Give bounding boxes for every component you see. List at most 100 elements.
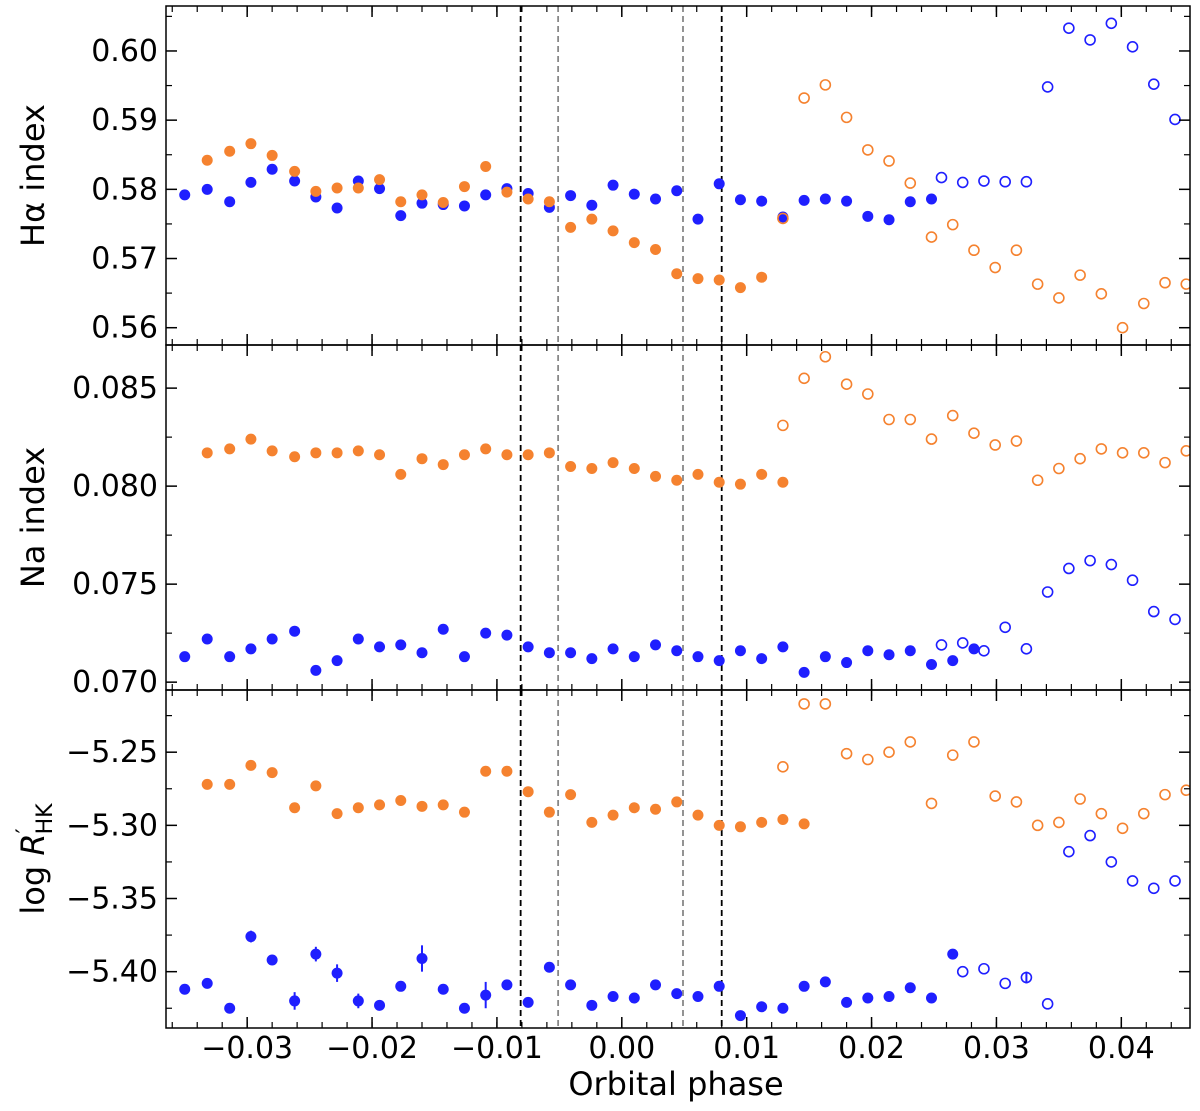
- data-point-blue-filled: [416, 197, 428, 209]
- data-point-orange-filled: [777, 813, 789, 825]
- data-point-blue-filled: [352, 633, 364, 645]
- data-point-orange-open: [1095, 288, 1108, 300]
- data-point-orange-open: [777, 212, 789, 225]
- data-point-orange-open: [989, 261, 1001, 274]
- data-point-orange-filled: [266, 767, 278, 779]
- data-point-orange-open: [904, 736, 917, 748]
- data-point-blue-open: [978, 644, 990, 657]
- y-tick-label: 0.085: [72, 371, 158, 406]
- data-point-orange-filled: [713, 819, 725, 831]
- data-point-blue-filled: [586, 199, 598, 211]
- data-point-orange-open: [925, 797, 938, 810]
- data-point-blue-open: [1041, 998, 1054, 1010]
- data-point-orange-filled: [352, 445, 364, 457]
- data-point-orange-filled: [458, 806, 470, 818]
- data-point-blue-filled: [201, 633, 213, 645]
- points-group: [179, 350, 1190, 678]
- data-point-blue-filled: [266, 954, 278, 966]
- data-point-orange-filled: [522, 193, 534, 205]
- data-point-orange-open: [946, 409, 959, 422]
- data-point-orange-filled: [416, 189, 428, 201]
- data-point-orange-filled: [713, 274, 725, 286]
- data-point-blue-open: [1105, 856, 1118, 868]
- data-point-blue-filled: [266, 163, 278, 175]
- data-point-blue-open: [1020, 643, 1033, 655]
- data-point-blue-filled: [607, 643, 619, 655]
- data-point-orange-filled: [543, 196, 555, 208]
- data-point-blue-filled: [245, 643, 257, 655]
- data-point-orange-filled: [266, 149, 278, 161]
- data-point-blue-open: [1147, 605, 1160, 618]
- data-point-blue-filled: [883, 649, 895, 661]
- data-point-orange-filled: [437, 196, 449, 208]
- data-point-blue-filled: [565, 647, 577, 659]
- data-point-orange-filled: [628, 237, 640, 249]
- data-point-blue-filled: [245, 931, 257, 943]
- data-point-blue-filled: [416, 952, 428, 964]
- data-point-blue-filled: [522, 641, 534, 653]
- data-point-orange-open: [1137, 297, 1150, 310]
- data-point-blue-open: [1169, 875, 1181, 887]
- data-point-blue-open: [1084, 829, 1096, 842]
- data-point-orange-open: [1074, 269, 1086, 281]
- data-point-orange-filled: [734, 282, 746, 294]
- data-point-orange-open: [840, 378, 853, 391]
- data-point-blue-filled: [798, 980, 810, 992]
- data-point-orange-filled: [607, 225, 619, 237]
- data-point-orange-filled: [374, 174, 386, 186]
- data-point-orange-filled: [565, 221, 577, 233]
- data-point-blue-filled: [437, 983, 449, 995]
- data-point-orange-open: [1095, 807, 1108, 820]
- data-point-orange-open: [862, 144, 874, 156]
- data-point-blue-open: [999, 977, 1011, 990]
- data-point-orange-open: [968, 736, 980, 748]
- data-point-orange-filled: [201, 447, 213, 459]
- data-point-blue-filled: [374, 641, 386, 653]
- data-point-blue-filled: [480, 189, 492, 201]
- points-group: [179, 17, 1190, 334]
- data-point-orange-open: [1180, 278, 1190, 290]
- data-point-blue-filled: [968, 643, 980, 655]
- data-point-orange-open: [968, 427, 980, 440]
- data-point-blue-open: [978, 175, 990, 187]
- data-point-blue-filled: [947, 655, 959, 667]
- data-point-orange-filled: [650, 244, 662, 256]
- data-point-blue-open: [1126, 41, 1139, 53]
- data-point-orange-filled: [671, 796, 683, 808]
- data-point-orange-filled: [458, 181, 470, 193]
- data-point-orange-open: [925, 231, 938, 243]
- data-point-blue-filled: [224, 1002, 236, 1014]
- data-point-blue-filled: [926, 193, 938, 205]
- data-point-orange-open: [1010, 435, 1023, 447]
- data-point-orange-filled: [201, 778, 213, 790]
- data-point-orange-filled: [395, 468, 407, 480]
- data-point-blue-open: [1169, 113, 1181, 126]
- data-point-blue-filled: [522, 996, 534, 1008]
- data-point-blue-filled: [201, 977, 213, 989]
- data-point-orange-open: [904, 177, 917, 189]
- data-point-blue-filled: [565, 979, 577, 991]
- data-point-orange-open: [1137, 807, 1150, 820]
- data-point-blue-filled: [289, 175, 301, 187]
- data-point-blue-filled: [201, 183, 213, 195]
- data-point-orange-open: [819, 79, 832, 91]
- data-point-orange-open: [1010, 244, 1023, 257]
- data-point-orange-open: [989, 790, 1001, 802]
- data-point-blue-open: [1084, 34, 1096, 46]
- y-axis-label: Na index: [14, 447, 52, 588]
- data-point-orange-filled: [734, 478, 746, 490]
- data-point-orange-filled: [501, 449, 513, 461]
- data-point-blue-filled: [692, 991, 704, 1003]
- data-point-blue-filled: [798, 194, 810, 206]
- data-point-orange-filled: [395, 794, 407, 806]
- data-point-blue-filled: [501, 629, 513, 641]
- data-point-orange-filled: [543, 447, 555, 459]
- data-point-blue-filled: [289, 995, 301, 1007]
- data-point-blue-filled: [224, 196, 236, 208]
- data-point-blue-filled: [543, 961, 555, 973]
- data-point-blue-filled: [331, 967, 343, 979]
- data-point-blue-filled: [628, 651, 640, 663]
- data-point-orange-open: [989, 439, 1001, 451]
- y-axis-label: Hα index: [14, 104, 52, 247]
- data-point-orange-open: [1137, 447, 1150, 459]
